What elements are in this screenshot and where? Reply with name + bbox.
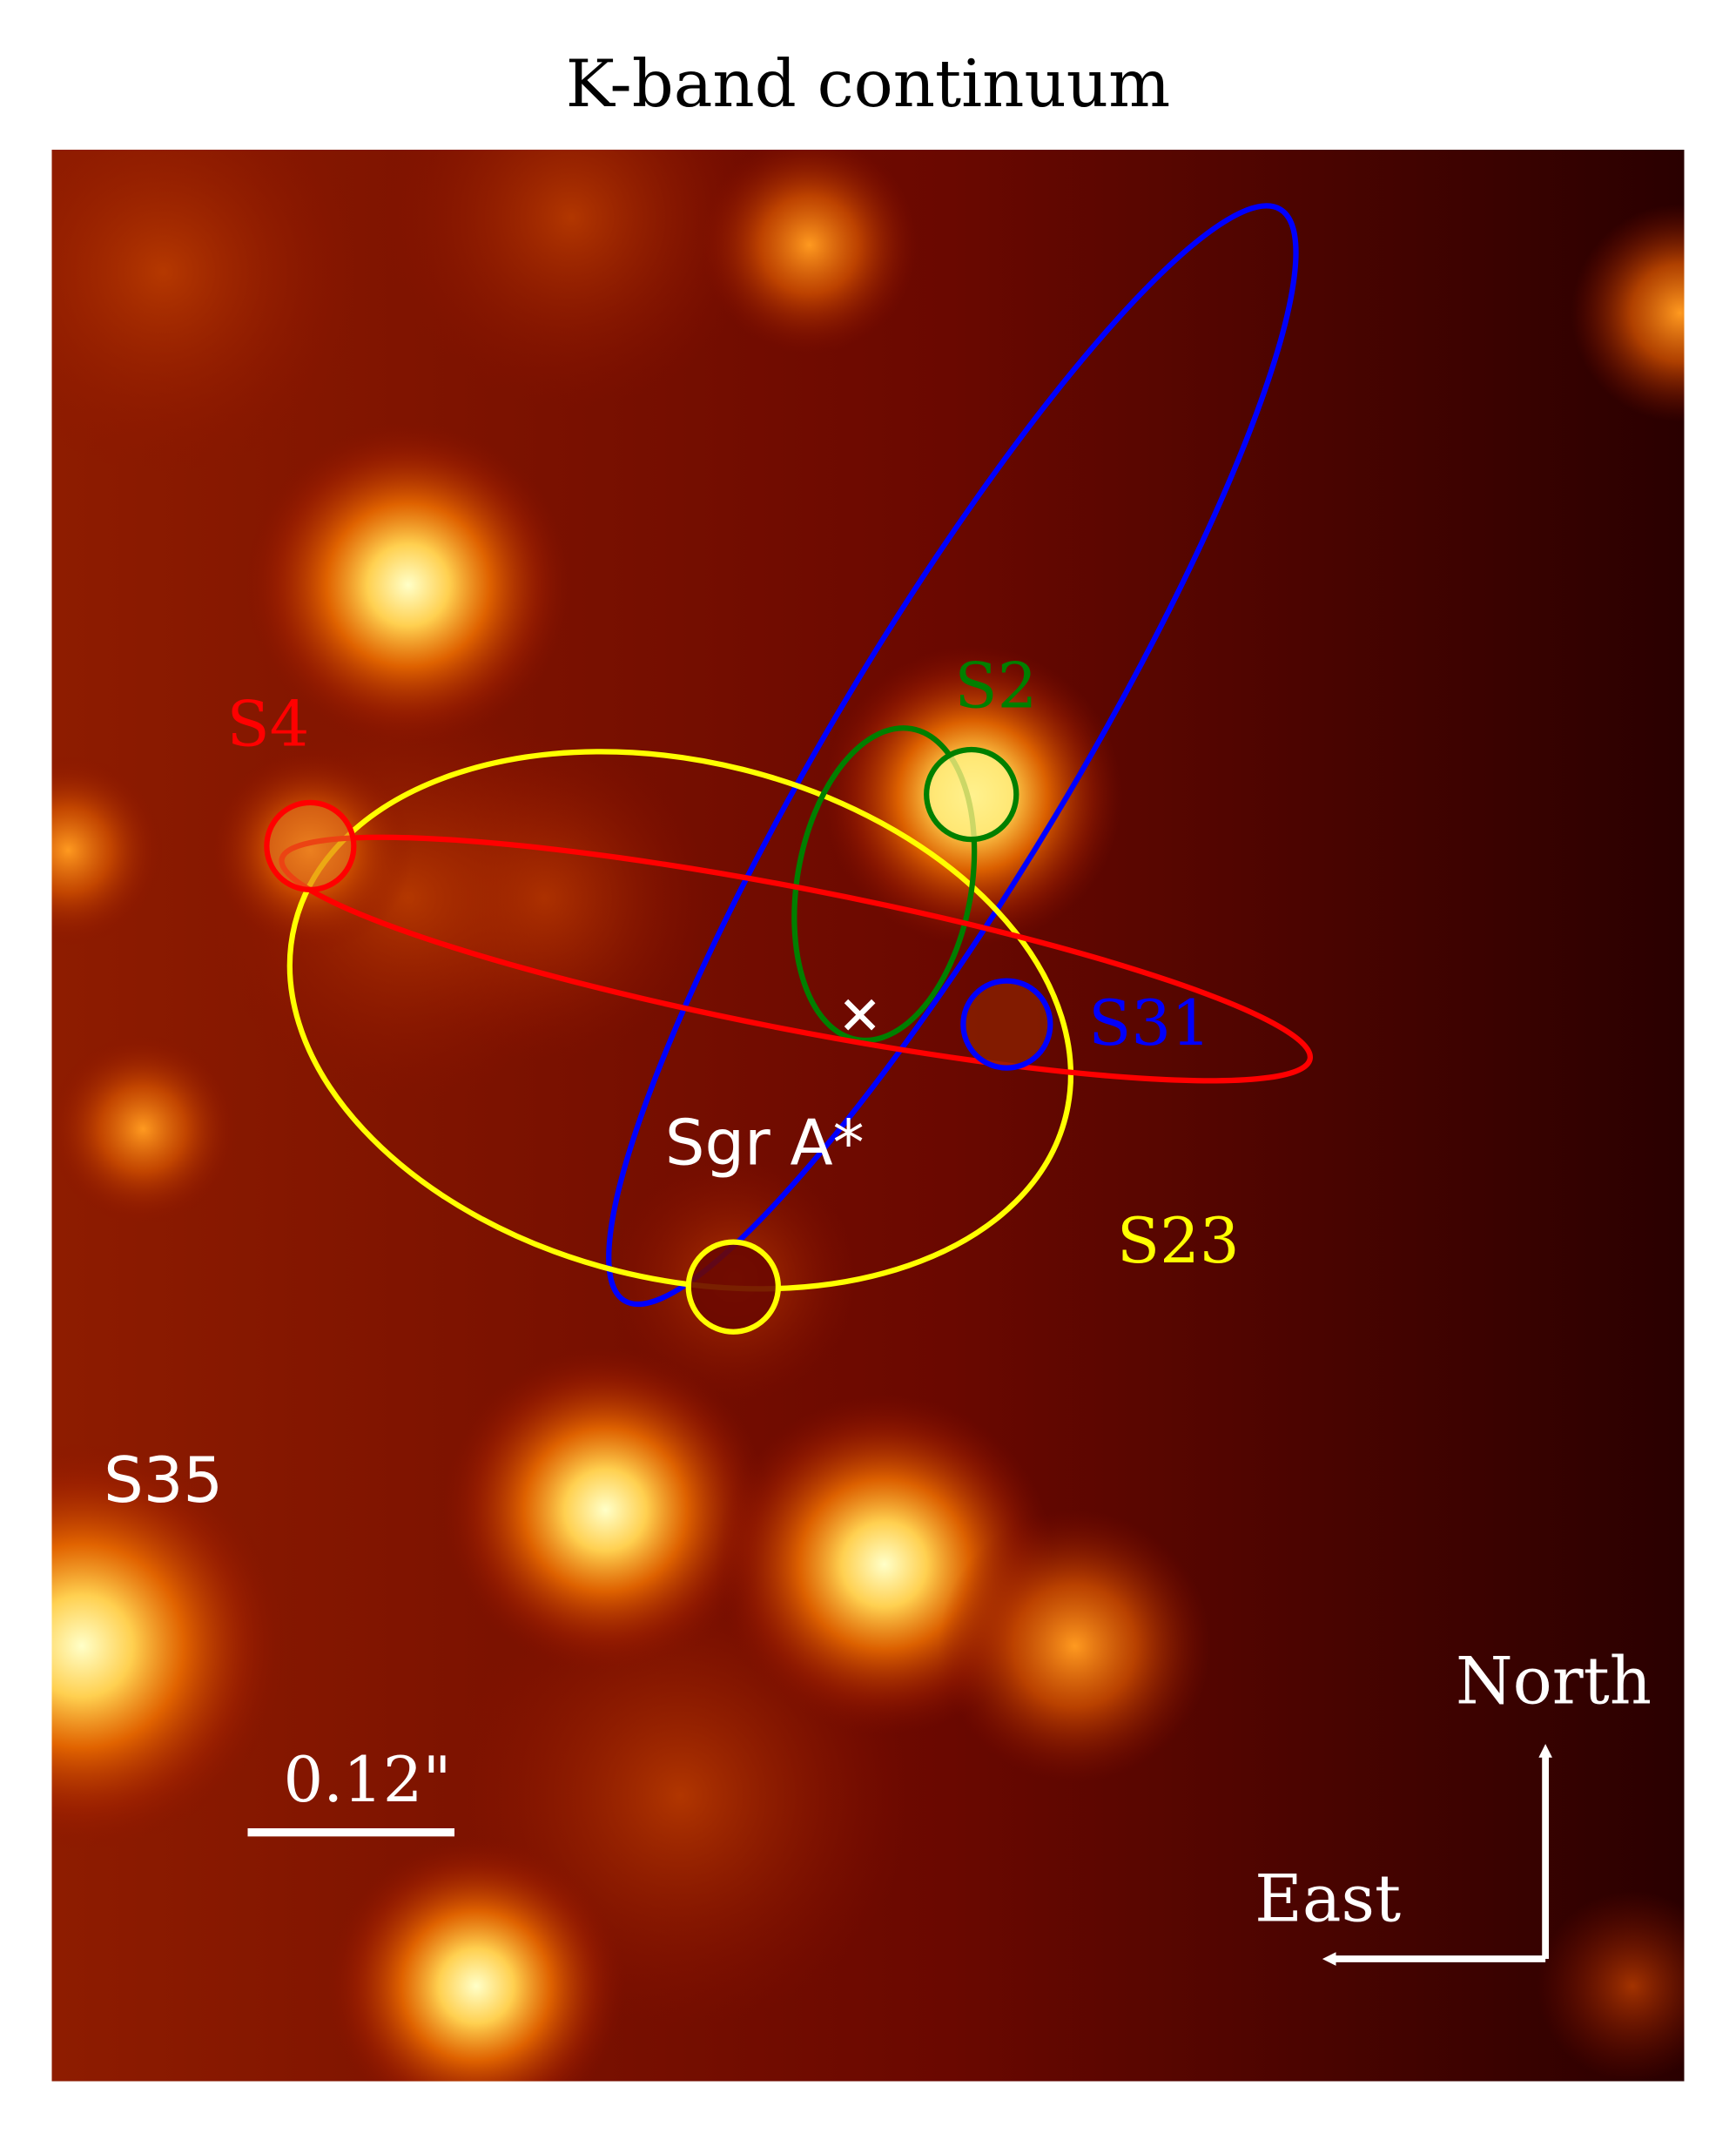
label-s2: S2: [954, 649, 1037, 723]
compass-north: North: [1456, 1642, 1652, 1719]
label-s23: S23: [1117, 1204, 1240, 1277]
star-s23: [685, 1239, 782, 1335]
image: [51, 149, 1685, 2082]
scale-bar-label: 0.12": [283, 1743, 451, 1816]
compass-east: East: [1255, 1860, 1401, 1936]
orbit-s31: [606, 203, 1299, 1308]
label-s31: S31: [1088, 986, 1211, 1060]
label-s35: S35: [104, 1443, 223, 1517]
title: K-band continuum: [566, 45, 1170, 122]
label-sgra: Sgr A*: [665, 1107, 865, 1180]
orbit-s23: [286, 749, 1073, 1292]
star-s4: [264, 799, 357, 892]
sgra-marker: [844, 999, 876, 1031]
star-s2: [924, 746, 1019, 843]
orbits: [264, 203, 1314, 1335]
star-s31: [960, 978, 1053, 1071]
label-s4: S4: [226, 687, 309, 760]
